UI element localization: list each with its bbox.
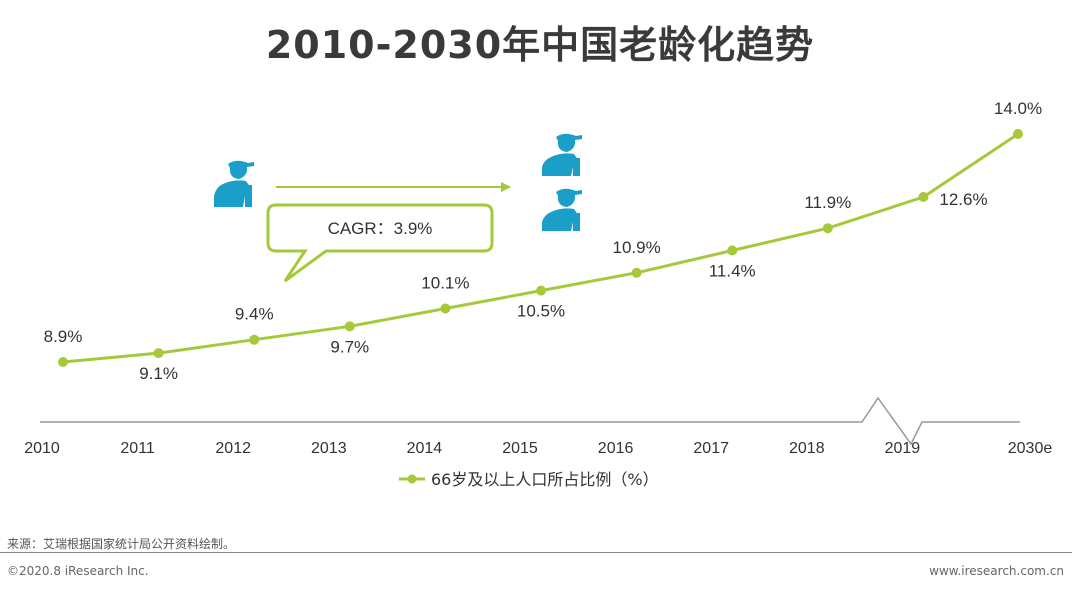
x-tick-label: 2013 — [311, 440, 347, 457]
data-label: 10.1% — [421, 273, 469, 292]
x-tick-label: 2030e — [1008, 440, 1053, 457]
data-point — [536, 285, 546, 296]
elderly-person-icon — [542, 188, 582, 231]
legend: 66岁及以上人口所占比例（%） — [399, 470, 659, 489]
x-tick-label: 2011 — [120, 440, 155, 457]
chart-title: 2010-2030年中国老龄化趋势 — [265, 23, 815, 67]
website-link: www.iresearch.com.cn — [929, 564, 1064, 578]
x-tick-label: 2016 — [598, 440, 634, 457]
series-line-path — [62, 132, 1019, 364]
data-label: 11.9% — [804, 193, 851, 212]
x-tick-label: 2018 — [789, 440, 825, 457]
data-label: 9.1% — [139, 364, 178, 383]
elderly-person-icon — [542, 133, 582, 176]
cagr-text: CAGR：3.9% — [328, 219, 433, 238]
data-point — [344, 321, 355, 332]
data-point — [822, 223, 833, 234]
x-tick-label: 2019 — [885, 440, 921, 457]
data-point — [249, 334, 260, 345]
x-tick-label: 2014 — [407, 440, 443, 457]
trend-arrow-icon — [276, 182, 511, 192]
elderly-person-icon — [214, 160, 254, 207]
data-label: 10.5% — [517, 302, 565, 321]
data-label: 12.6% — [939, 190, 987, 209]
data-label: 11.4% — [709, 262, 756, 281]
x-axis-baseline — [40, 396, 1020, 446]
x-tick-label: 2012 — [215, 440, 251, 457]
data-point — [153, 348, 164, 359]
cagr-callout: CAGR：3.9% — [266, 203, 494, 283]
data-point — [727, 245, 738, 256]
footer-divider — [0, 552, 1072, 553]
data-label: 10.9% — [612, 238, 660, 257]
data-labels: 8.9% 9.1% 9.4% 9.7% 10.1% 10.5% 10.9% 11.4% 11.9… — [44, 99, 1042, 383]
data-label: 9.7% — [330, 337, 369, 356]
data-point — [631, 267, 642, 278]
x-tick-label: 2010 — [24, 440, 60, 457]
legend-label: 66岁及以上人口所占比例（%） — [431, 470, 659, 489]
data-point — [58, 357, 68, 367]
data-label: 8.9% — [44, 327, 83, 346]
data-point — [918, 192, 929, 202]
data-point — [440, 303, 451, 314]
data-point — [1013, 129, 1023, 139]
series-line — [62, 132, 1019, 364]
x-tick-labels: 2010 2011 2012 2013 2014 2015 2016 2017 2018 2019… — [24, 440, 1052, 457]
source-note: 来源：艾瑞根据国家统计局公开资料绘制。 — [7, 537, 236, 551]
x-tick-label: 2017 — [693, 440, 729, 457]
data-label: 9.4% — [235, 305, 274, 324]
x-tick-label: 2015 — [502, 440, 538, 457]
data-label: 14.0% — [994, 99, 1042, 118]
copyright: ©2020.8 iResearch Inc. — [7, 564, 149, 578]
data-points — [58, 129, 1023, 367]
